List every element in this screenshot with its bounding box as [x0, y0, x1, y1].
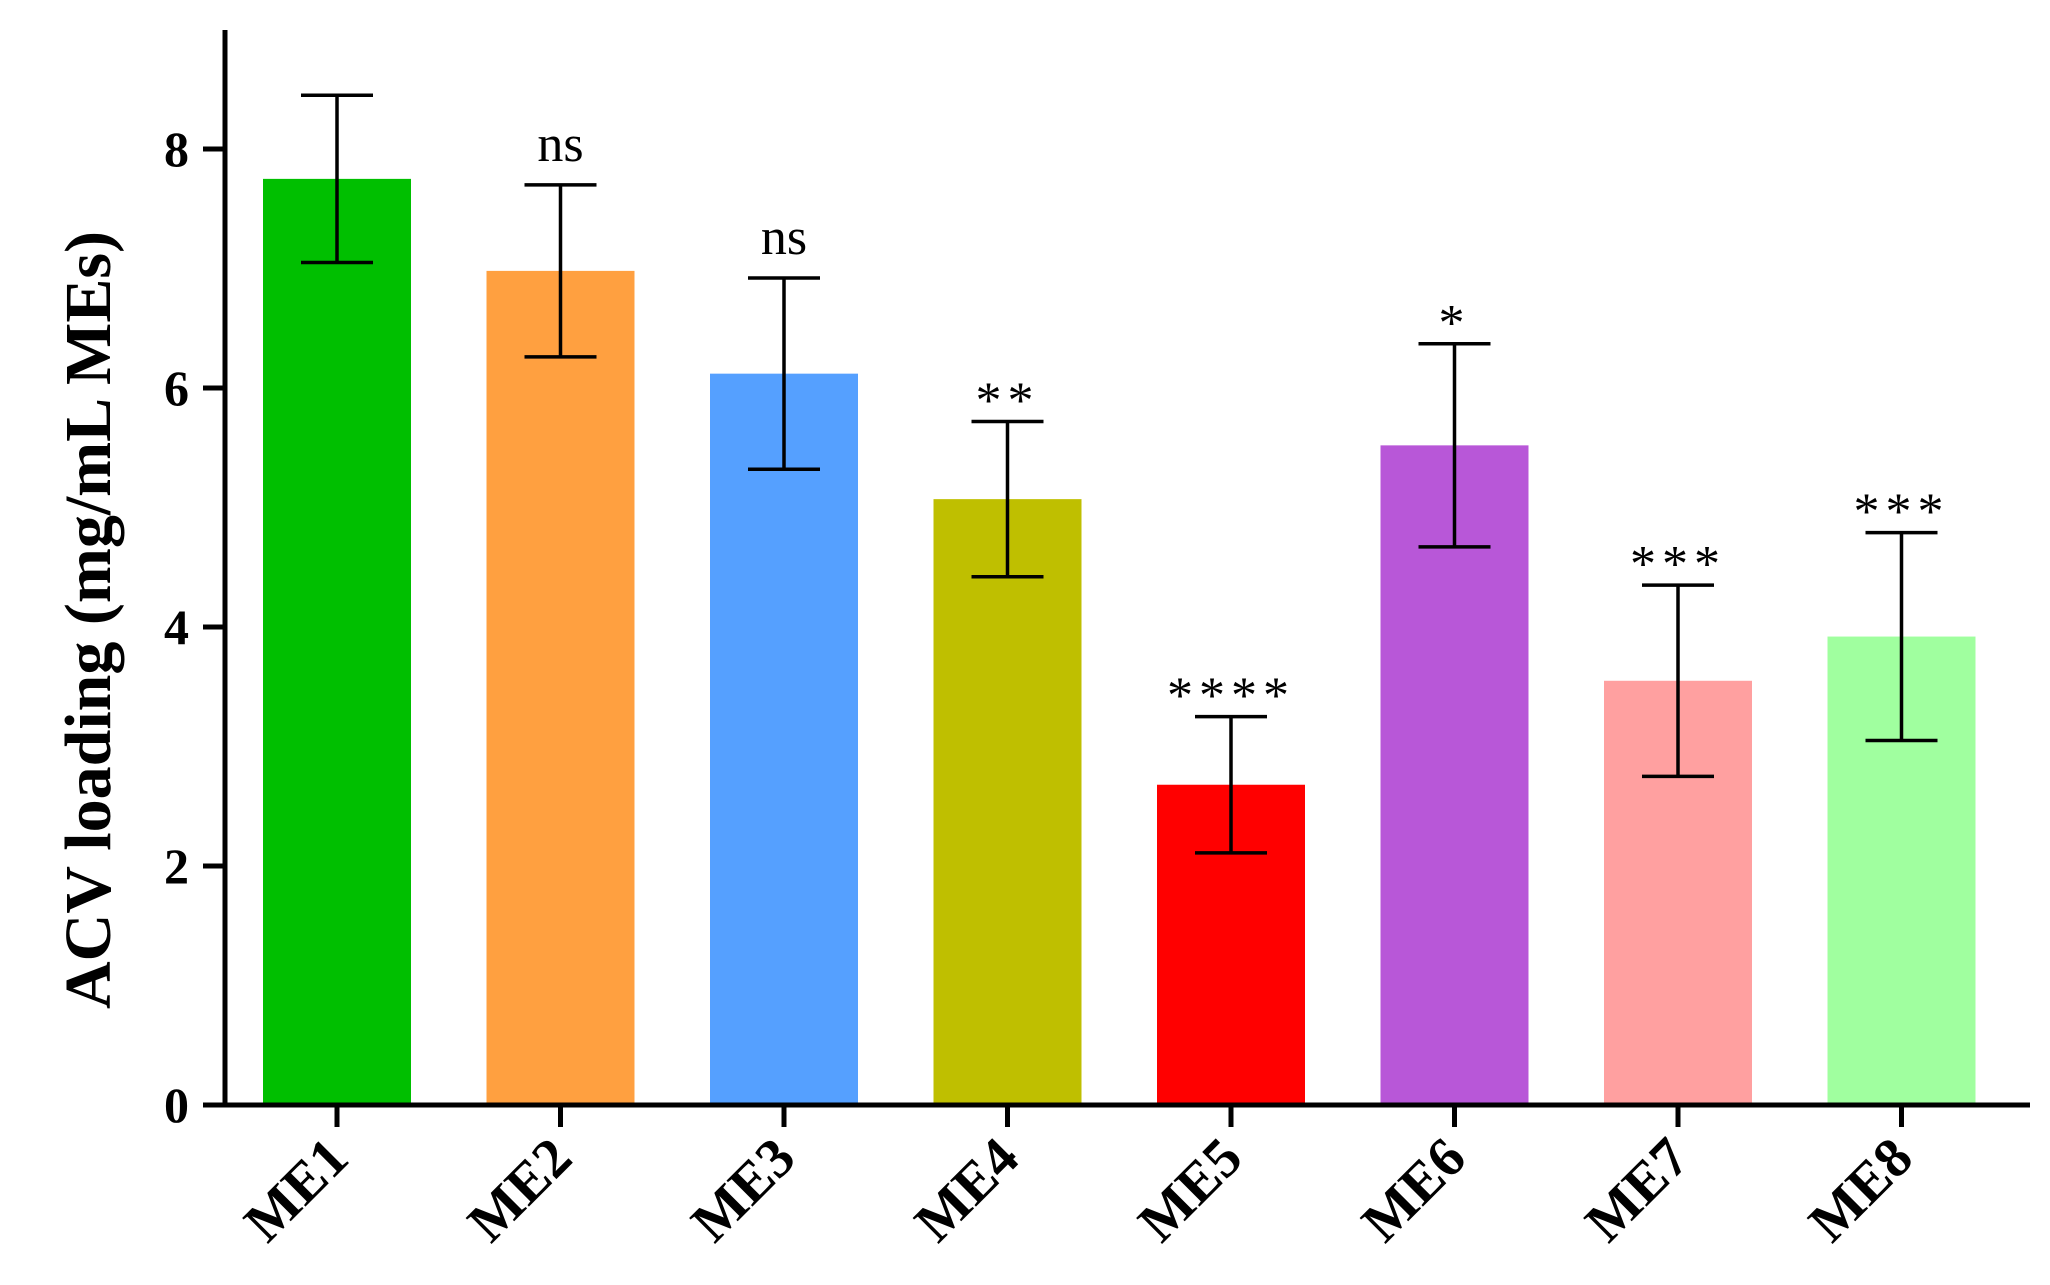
bar-me6: [1380, 445, 1529, 1105]
bar-me3: [710, 373, 858, 1105]
y-tick-label-6: 6: [164, 360, 189, 416]
y-tick-label-4: 4: [164, 599, 189, 655]
x-tick-label-me8: ME8: [1797, 1126, 1924, 1253]
x-tick-label-me6: ME6: [1350, 1126, 1477, 1253]
y-tick-label-0: 0: [164, 1077, 189, 1133]
significance-label-me3: ns: [761, 209, 807, 266]
significance-label-me7: ***: [1630, 536, 1726, 593]
bar-me4: [933, 499, 1082, 1105]
x-tick-label-me4: ME4: [903, 1126, 1030, 1253]
y-axis-label: ACV loading (mg/mL MEs): [52, 231, 125, 1009]
significance-label-me5: ****: [1167, 668, 1295, 725]
bar-me1: [263, 178, 411, 1105]
x-tick-label-me1: ME1: [233, 1126, 360, 1253]
significance-label-me2: ns: [537, 116, 583, 173]
y-tick-label-2: 2: [164, 838, 189, 894]
x-tick-label-me5: ME5: [1127, 1126, 1254, 1253]
y-tick-label-8: 8: [164, 121, 189, 177]
x-tick-label-me7: ME7: [1574, 1126, 1701, 1253]
significance-label-me8: ***: [1854, 484, 1950, 541]
x-tick-label-me3: ME3: [680, 1126, 807, 1253]
significance-label-me4: **: [976, 372, 1040, 429]
x-tick-label-me2: ME2: [456, 1126, 583, 1253]
significance-label-me6: *: [1439, 295, 1471, 352]
bar-me2: [486, 270, 635, 1105]
